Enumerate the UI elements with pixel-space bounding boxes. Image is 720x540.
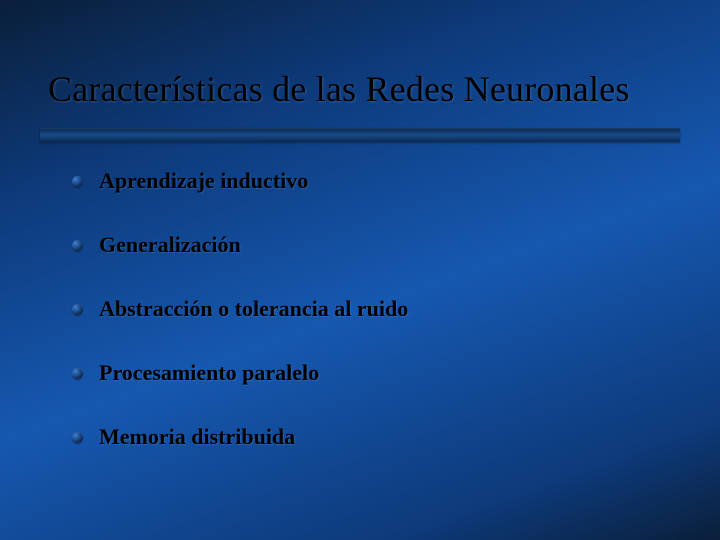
list-item: Generalización [72, 232, 660, 258]
bullet-icon [72, 432, 83, 443]
list-item: Memoria distribuida [72, 424, 660, 450]
bullet-icon [72, 368, 83, 379]
bullet-icon [72, 304, 83, 315]
list-item-label: Abstracción o tolerancia al ruido [99, 296, 408, 322]
list-item-label: Aprendizaje inductivo [99, 168, 308, 194]
title-underline [40, 128, 680, 142]
list-item: Abstracción o tolerancia al ruido [72, 296, 660, 322]
slide: Características de las Redes Neuronales … [0, 0, 720, 540]
bullet-icon [72, 240, 83, 251]
list-item-label: Procesamiento paralelo [99, 360, 319, 386]
bullet-list: Aprendizaje inductivo Generalización Abs… [72, 168, 660, 488]
list-item-label: Memoria distribuida [99, 424, 295, 450]
list-item-label: Generalización [99, 232, 241, 258]
slide-title: Características de las Redes Neuronales [48, 68, 690, 110]
bullet-icon [72, 176, 83, 187]
list-item: Aprendizaje inductivo [72, 168, 660, 194]
list-item: Procesamiento paralelo [72, 360, 660, 386]
